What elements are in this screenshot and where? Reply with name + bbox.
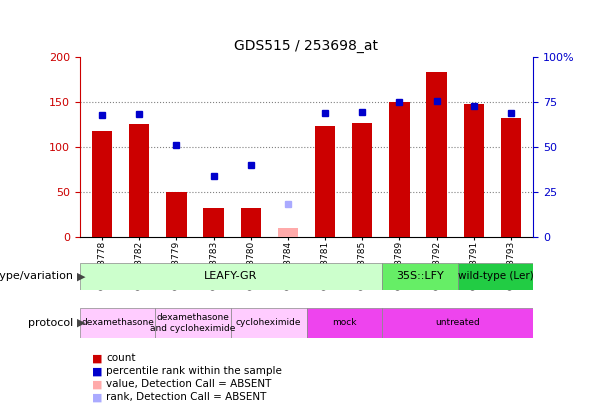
Bar — [129, 124, 150, 237]
Bar — [306, 308, 382, 338]
Text: cycloheximide: cycloheximide — [236, 318, 302, 328]
Text: LEAFY-GR: LEAFY-GR — [204, 271, 257, 281]
Text: dexamethasone: dexamethasone — [81, 318, 154, 328]
Text: ■: ■ — [92, 379, 102, 389]
Text: count: count — [106, 354, 135, 363]
Bar — [80, 263, 382, 290]
Bar — [204, 208, 224, 237]
Bar — [427, 72, 447, 237]
Bar — [155, 308, 231, 338]
Bar — [315, 126, 335, 237]
Bar — [352, 124, 373, 237]
Bar — [389, 102, 409, 237]
Bar — [80, 308, 155, 338]
Bar — [92, 130, 112, 237]
Bar — [166, 192, 186, 237]
Text: ■: ■ — [92, 367, 102, 376]
Bar — [278, 228, 298, 237]
Text: protocol: protocol — [28, 318, 74, 328]
Text: mock: mock — [332, 318, 357, 328]
Text: ▶: ▶ — [77, 271, 85, 281]
Text: ■: ■ — [92, 354, 102, 363]
Text: 35S::LFY: 35S::LFY — [396, 271, 444, 281]
Text: ▶: ▶ — [77, 318, 85, 328]
Bar — [231, 308, 306, 338]
Text: untreated: untreated — [435, 318, 480, 328]
Text: value, Detection Call = ABSENT: value, Detection Call = ABSENT — [106, 379, 272, 389]
Text: wild-type (Ler): wild-type (Ler) — [458, 271, 533, 281]
Bar — [240, 208, 261, 237]
Bar — [382, 308, 533, 338]
Text: rank, Detection Call = ABSENT: rank, Detection Call = ABSENT — [106, 392, 267, 402]
Text: genotype/variation: genotype/variation — [0, 271, 74, 281]
Bar — [501, 118, 521, 237]
Bar — [458, 263, 533, 290]
Text: ■: ■ — [92, 392, 102, 402]
Title: GDS515 / 253698_at: GDS515 / 253698_at — [235, 39, 378, 53]
Text: percentile rank within the sample: percentile rank within the sample — [106, 367, 282, 376]
Bar — [463, 104, 484, 237]
Bar — [382, 263, 458, 290]
Text: dexamethasone
and cycloheximide: dexamethasone and cycloheximide — [150, 313, 236, 333]
